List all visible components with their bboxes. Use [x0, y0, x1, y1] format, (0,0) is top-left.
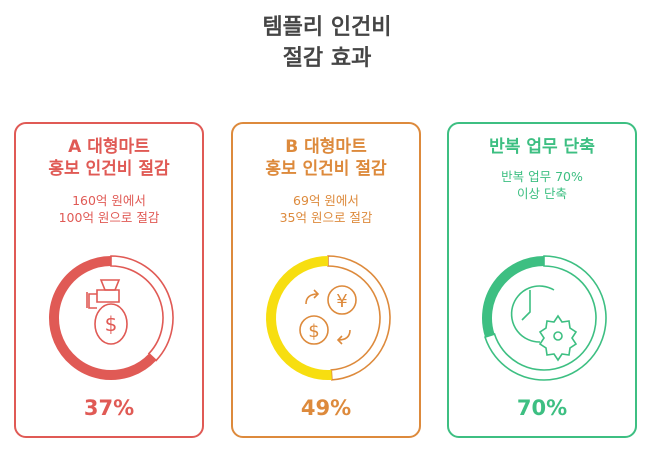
card-heading: A 대형마트 홍보 인건비 절감	[16, 136, 202, 180]
sub-line-1: 반복 업무 70%	[501, 169, 583, 184]
remaining-arc	[266, 256, 332, 380]
remaining-arc	[49, 256, 157, 380]
title-line-2: 절감 효과	[282, 46, 372, 71]
card-repeat-task: 반복 업무 단축 반복 업무 70% 이상 단축 70%	[447, 122, 637, 438]
card-b-mart: ¥ $ B 대형마트 홍보 인건비 절감 69억 원에서 35억 원으로 절감 49%	[231, 122, 421, 438]
percent-value: 37%	[83, 396, 135, 420]
heading-line-1: A 대형마트	[68, 137, 150, 157]
heading-line-1: B 대형마트	[285, 137, 367, 157]
sub-line-1: 160억 원에서	[72, 193, 146, 208]
percent-value: 49%	[300, 396, 352, 420]
progress-ring: ¥$	[266, 255, 391, 381]
card-heading: 반복 업무 단축	[449, 136, 635, 158]
title-line-1: 템플리 인건비	[262, 15, 392, 40]
currency-exchange-icon: ¥$	[299, 285, 357, 345]
card-heading: B 대형마트 홍보 인건비 절감	[233, 136, 419, 180]
sub-line-2: 35억 원으로 절감	[279, 210, 373, 225]
heading-line-2: 홍보 인건비 절감	[48, 159, 170, 179]
sub-line-2: 이상 단축	[517, 186, 567, 201]
card-a-mart: $ A 대형마트 홍보 인건비 절감 160억 원에서 100억 원으로 절감 37…	[14, 122, 204, 438]
svg-text:¥: ¥	[336, 291, 347, 312]
clock-gear-icon	[510, 285, 578, 362]
percent-arc	[484, 255, 607, 381]
card-subtitle: 160억 원에서 100억 원으로 절감	[16, 192, 202, 226]
percent-arc	[327, 255, 391, 381]
heading-line-2: 홍보 인건비 절감	[265, 159, 387, 179]
svg-text:$: $	[105, 312, 118, 336]
page-title: 템플리 인건비 절감 효과	[0, 12, 654, 74]
progress-ring: $	[49, 255, 174, 380]
remaining-arc	[482, 256, 545, 338]
percent-value: 70%	[516, 396, 568, 420]
card-subtitle: 반복 업무 70% 이상 단축	[449, 168, 635, 202]
sub-line-1: 69억 원에서	[293, 193, 359, 208]
sub-line-2: 100억 원으로 절감	[58, 210, 160, 225]
money-bag-icon: $	[86, 279, 128, 345]
heading-line-1: 반복 업무 단축	[489, 137, 595, 157]
progress-ring	[482, 255, 607, 381]
card-subtitle: 69억 원에서 35억 원으로 절감	[233, 192, 419, 226]
svg-text:$: $	[308, 321, 319, 342]
